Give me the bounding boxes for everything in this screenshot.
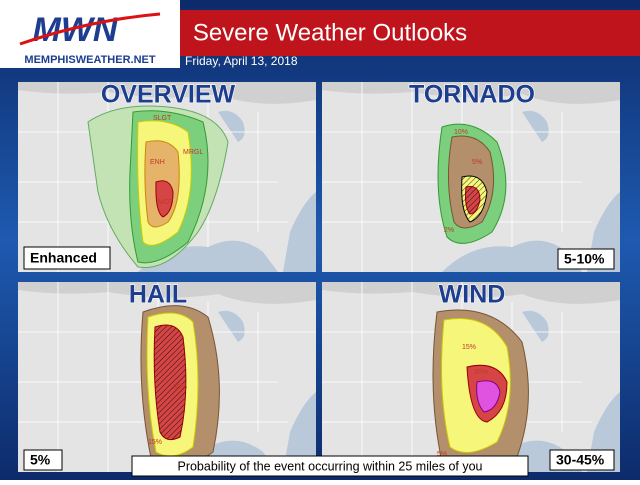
mdt-area	[155, 180, 174, 218]
logo: MWN	[33, 11, 119, 49]
panel-title: WIND	[439, 281, 506, 309]
title: Severe Weather Outlooks	[193, 19, 467, 46]
panel-title: HAIL	[129, 281, 187, 309]
panel-title: OVERVIEW	[101, 81, 236, 109]
logo-swoosh	[19, 12, 161, 46]
panel-label: 30-45%	[556, 452, 605, 468]
site-name: MEMPHISWEATHER.NET	[24, 54, 155, 66]
sig-hatch	[154, 324, 186, 440]
label-box	[23, 246, 111, 270]
title-band	[180, 10, 640, 56]
wind-panel: 15% 30% 5% WIND 30-45%	[321, 280, 621, 473]
date: Friday, April 13, 2018	[185, 54, 298, 68]
label-box	[23, 449, 63, 471]
sig-hatch	[461, 176, 487, 222]
map-label: MDT	[158, 199, 174, 206]
map-label: SLGT	[153, 115, 172, 122]
overview-panel: SLGT ENH MRGL MDT OVERVIEW Enhanced	[17, 80, 317, 273]
map-label: 15%	[148, 439, 162, 446]
logo-box	[0, 0, 180, 68]
map-label: MRGL	[183, 149, 203, 156]
footer-box	[131, 455, 529, 477]
map-label: 10%	[454, 129, 468, 136]
tornado-panel: 10% 5% 2% TORNADO 5-10%	[321, 80, 621, 273]
wind-45-area	[476, 380, 501, 413]
map-label: 5%	[437, 451, 447, 458]
map-label: 30%	[474, 369, 488, 376]
label-box	[557, 248, 615, 270]
panel-title: TORNADO	[409, 81, 535, 109]
map-label: 5%	[472, 159, 482, 166]
panel-label: 5%	[30, 452, 51, 468]
map-label: 30%	[173, 384, 187, 391]
map-label: ENH	[150, 159, 165, 166]
label-box	[549, 449, 615, 471]
map-label: 2%	[444, 227, 454, 234]
panel-label: Enhanced	[30, 250, 97, 266]
panel-label: 5-10%	[564, 251, 605, 267]
hail-panel: 30% 15% HAIL 5%	[17, 280, 317, 473]
map-label: 15%	[462, 344, 476, 351]
footer-note: Probability of the event occurring withi…	[177, 459, 482, 473]
